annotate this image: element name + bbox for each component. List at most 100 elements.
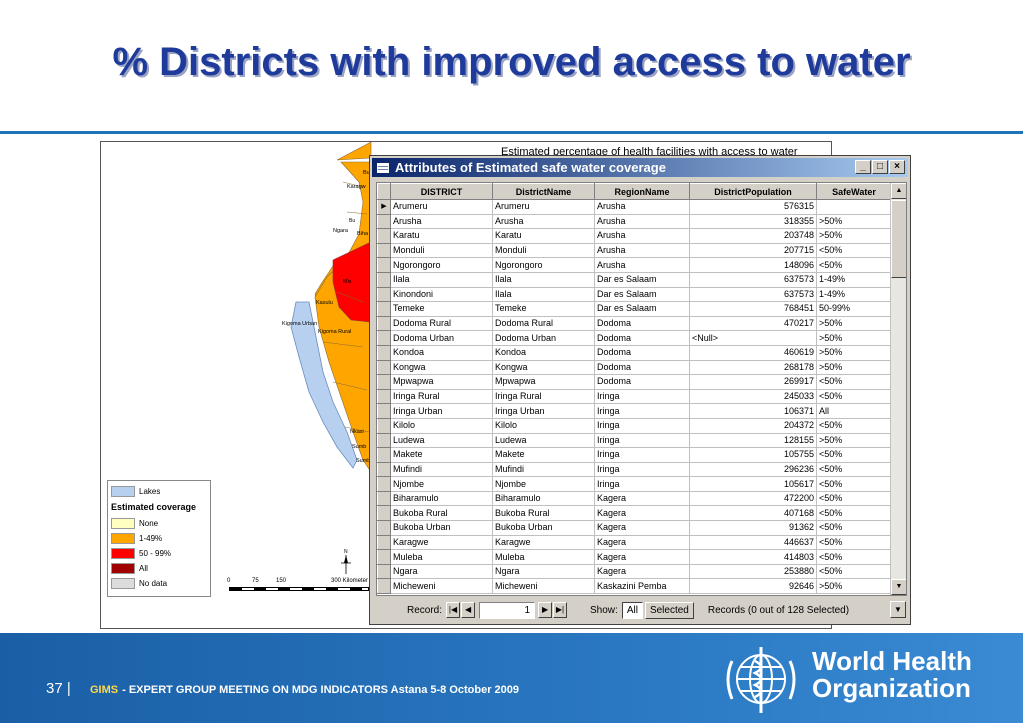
show-selected-button[interactable]: Selected [644, 601, 694, 619]
next-record-button[interactable]: ▶ [538, 602, 553, 618]
column-header-region-name[interactable]: RegionName [594, 183, 690, 200]
cell-district[interactable]: Dodoma Rural [390, 316, 493, 332]
cell-district-population[interactable]: 460619 [689, 345, 817, 361]
cell-region-name[interactable]: Dodoma [594, 374, 690, 390]
table-row[interactable]: Mpwapwa Mpwapwa Dodoma 269917 <50% [377, 374, 892, 390]
cell-district[interactable]: Makete [390, 447, 493, 463]
row-selector[interactable] [377, 374, 391, 390]
row-selector[interactable] [377, 228, 391, 244]
cell-district-name[interactable]: Temeke [492, 301, 595, 317]
table-row[interactable]: Monduli Monduli Arusha 207715 <50% [377, 242, 892, 259]
last-record-button[interactable]: ▶| [553, 602, 568, 618]
cell-region-name[interactable]: Iringa [594, 462, 690, 478]
column-header-district-population[interactable]: DistrictPopulation [689, 183, 817, 200]
cell-district[interactable]: Kongwa [390, 360, 493, 376]
row-selector[interactable] [377, 534, 391, 551]
cell-district-name[interactable]: Bukoba Rural [492, 505, 595, 522]
row-selector[interactable]: ▶ [377, 199, 391, 215]
cell-region-name[interactable]: Dar es Salaam [594, 301, 690, 317]
cell-district-name[interactable]: Mufindi [492, 462, 595, 478]
cell-region-name[interactable]: Dar es Salaam [594, 287, 690, 303]
cell-district-population[interactable]: 637573 [689, 272, 817, 288]
cell-district[interactable]: Ngara [390, 564, 493, 580]
table-row[interactable]: Kondoa Kondoa Dodoma 460619 >50% [377, 344, 892, 361]
cell-safe-water[interactable] [816, 199, 892, 215]
cell-district-population[interactable]: 92646 [689, 578, 817, 595]
table-row[interactable]: Ngara Ngara Kagera 253880 <50% [377, 563, 892, 580]
cell-district[interactable]: Bukoba Rural [390, 505, 493, 522]
row-selector[interactable] [377, 520, 391, 536]
minimize-button[interactable]: _ [855, 160, 871, 174]
row-selector[interactable] [377, 505, 391, 522]
row-selector-header[interactable] [377, 183, 391, 200]
table-row[interactable]: Njombe Njombe Iringa 105617 <50% [377, 476, 892, 492]
cell-safe-water[interactable]: >50% [816, 214, 892, 230]
cell-region-name[interactable]: Iringa [594, 447, 690, 463]
cell-region-name[interactable]: Iringa [594, 418, 690, 434]
row-selector[interactable] [377, 490, 391, 507]
row-selector[interactable] [377, 344, 391, 361]
cell-district-population[interactable]: 105755 [689, 447, 817, 463]
cell-district[interactable]: Muleba [390, 549, 493, 565]
close-button[interactable]: × [889, 160, 905, 174]
cell-district-population[interactable]: 414803 [689, 549, 817, 565]
cell-safe-water[interactable]: <50% [816, 243, 892, 259]
table-row[interactable]: Makete Makete Iringa 105755 <50% [377, 447, 892, 463]
cell-district-population[interactable]: 253880 [689, 564, 817, 580]
attribute-grid[interactable]: DISTRICT DistrictName RegionName Distric… [376, 182, 907, 596]
scroll-thumb[interactable] [891, 200, 906, 278]
row-selector[interactable] [377, 563, 391, 580]
cell-district-population[interactable]: 128155 [689, 433, 817, 449]
scroll-down-button[interactable]: ▼ [891, 579, 906, 595]
cell-region-name[interactable]: Dodoma [594, 330, 690, 346]
cell-region-name[interactable]: Dodoma [594, 345, 690, 361]
cell-district-population[interactable]: 105617 [689, 476, 817, 492]
table-row[interactable]: Bukoba Rural Bukoba Rural Kagera 407168 <50% [377, 505, 892, 522]
cell-region-name[interactable]: Kagera [594, 549, 690, 565]
row-selector[interactable] [377, 476, 391, 492]
cell-district-name[interactable]: Karatu [492, 228, 595, 244]
table-row[interactable]: Iringa Urban Iringa Urban Iringa 106371 All [377, 403, 892, 419]
record-number-input[interactable]: 1 [479, 601, 536, 619]
cell-region-name[interactable]: Kagera [594, 520, 690, 536]
cell-district[interactable]: Biharamulo [390, 491, 493, 507]
cell-safe-water[interactable]: >50% [816, 330, 892, 346]
cell-district-population[interactable]: 148096 [689, 257, 817, 273]
table-row[interactable]: Arusha Arusha Arusha 318355 >50% [377, 213, 892, 230]
cell-district-name[interactable]: Kondoa [492, 345, 595, 361]
cell-district-population[interactable]: 576315 [689, 199, 817, 215]
cell-district-name[interactable]: Biharamulo [492, 491, 595, 507]
cell-region-name[interactable]: Kagera [594, 535, 690, 551]
cell-safe-water[interactable]: 1-49% [816, 287, 892, 303]
cell-region-name[interactable]: Arusha [594, 243, 690, 259]
cell-district-population[interactable]: 768451 [689, 301, 817, 317]
row-selector[interactable] [377, 286, 391, 303]
cell-district[interactable]: Micheweni [390, 578, 493, 595]
table-row[interactable]: Micheweni Micheweni Kaskazini Pemba 92646 >5… [377, 578, 892, 595]
cell-district[interactable]: Mpwapwa [390, 374, 493, 390]
cell-district-population[interactable]: 296236 [689, 462, 817, 478]
row-selector[interactable] [377, 271, 391, 288]
cell-region-name[interactable]: Dar es Salaam [594, 272, 690, 288]
cell-district-name[interactable]: Ludewa [492, 433, 595, 449]
cell-district[interactable]: Kondoa [390, 345, 493, 361]
cell-district-name[interactable]: Ngorongoro [492, 257, 595, 273]
cell-safe-water[interactable]: 50-99% [816, 301, 892, 317]
cell-safe-water[interactable]: <50% [816, 491, 892, 507]
cell-district-population[interactable]: <Null> [689, 330, 817, 346]
cell-district-population[interactable]: 407168 [689, 505, 817, 522]
cell-safe-water[interactable]: All [816, 403, 892, 419]
cell-district-population[interactable]: 446637 [689, 535, 817, 551]
table-row[interactable]: Kinondoni Ilala Dar es Salaam 637573 1-49% [377, 286, 892, 303]
cell-safe-water[interactable]: <50% [816, 389, 892, 405]
cell-safe-water[interactable]: <50% [816, 447, 892, 463]
previous-record-button[interactable]: ◀ [461, 602, 476, 618]
table-row[interactable]: Karagwe Karagwe Kagera 446637 <50% [377, 534, 892, 551]
cell-district[interactable]: Dodoma Urban [390, 330, 493, 346]
row-selector[interactable] [377, 417, 391, 434]
cell-district-name[interactable]: Monduli [492, 243, 595, 259]
cell-district-population[interactable]: 472200 [689, 491, 817, 507]
row-selector[interactable] [377, 315, 391, 332]
cell-district[interactable]: Iringa Urban [390, 403, 493, 419]
column-header-district[interactable]: DISTRICT [390, 183, 493, 200]
